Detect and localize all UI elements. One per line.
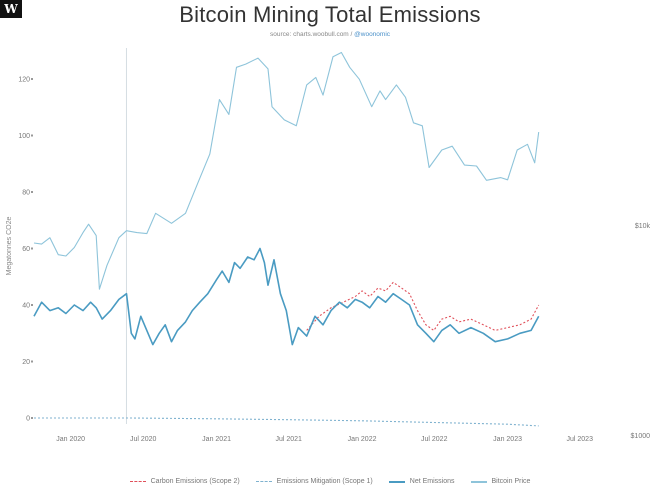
x-tick-label: Jul 2023 [567,436,594,443]
y-tick-mark [31,304,33,306]
legend-label: Net Emissions [409,478,455,485]
legend-item[interactable]: Carbon Emissions (Scope 2) [129,478,240,485]
legend-swatch [470,480,487,483]
right-tick-label: $1000 [631,433,651,440]
source-prefix: source: charts.woobull.com / [269,31,355,38]
y-tick-mark [31,247,33,250]
legend-item[interactable]: Net Emissions [388,478,455,485]
legend-swatch [129,481,146,482]
chart-legend: Carbon Emissions (Scope 2) Emissions Miti… [0,478,660,485]
bitcoin-price-line [33,51,540,290]
chart-title: Bitcoin Mining Total Emissions [179,2,481,27]
x-tick-label: Jul 2020 [130,436,157,443]
y-tick-label: 100 [18,133,30,140]
brand-logo: W [0,0,22,18]
x-tick-label: Jan 2023 [493,436,522,443]
y-tick-label: 20 [22,359,30,366]
x-tick-label: Jan 2021 [202,436,231,443]
legend-item[interactable]: Emissions Mitigation (Scope 1) [255,478,373,485]
legend-label: Carbon Emissions (Scope 2) [150,478,240,485]
y-tick-mark [31,191,33,193]
series-layer [33,51,540,427]
legend-label: Bitcoin Price [491,478,531,485]
y-tick-mark [31,78,33,80]
x-axis: Jan 2020 Jul 2020 Jan 2021 Jul 2021 Jan 2022… [56,436,593,443]
source-handle-link[interactable]: @woonomic [354,31,391,38]
net-emissions-line [33,247,540,346]
x-tick-label: Jul 2022 [421,436,448,443]
y-tick-label: 120 [18,77,30,84]
right-tick-label: $10k [635,223,651,230]
x-tick-label: Jul 2021 [275,436,302,443]
y-tick-label: 0 [26,416,30,423]
legend-swatch [255,481,272,482]
legend-item[interactable]: Bitcoin Price [470,478,531,485]
emissions-mitigation-scope-1-line [34,417,539,427]
right-axis: $1000 $10k [631,223,651,440]
y-tick-mark [31,360,33,363]
y-tick-label: 80 [22,190,30,197]
y-tick-label: 40 [22,303,30,310]
legend-label: Emissions Mitigation (Scope 1) [276,478,373,485]
chart-source: source: charts.woobull.com / @woonomic [0,31,660,38]
legend-swatch [388,480,405,483]
y-tick-label: 60 [22,246,30,253]
y-axis: 0 20 40 60 80 100 120 [18,77,33,423]
y-tick-mark [31,134,33,137]
x-tick-label: Jan 2022 [348,436,377,443]
x-tick-label: Jan 2020 [56,436,85,443]
y-axis-label: Megatonnes CO2e [6,217,13,276]
y-tick-mark [31,417,33,419]
carbon-emissions-scope-2-line [306,281,540,331]
